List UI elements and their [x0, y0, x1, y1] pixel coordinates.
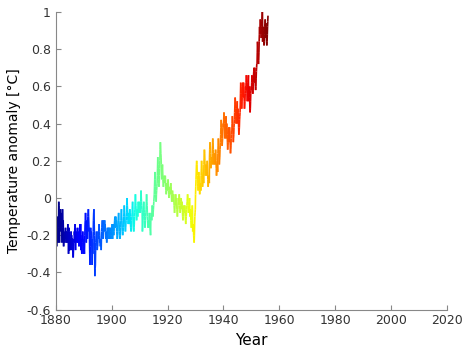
X-axis label: Year: Year [235, 333, 268, 348]
Y-axis label: Temperature anomaly [°C]: Temperature anomaly [°C] [7, 69, 21, 253]
